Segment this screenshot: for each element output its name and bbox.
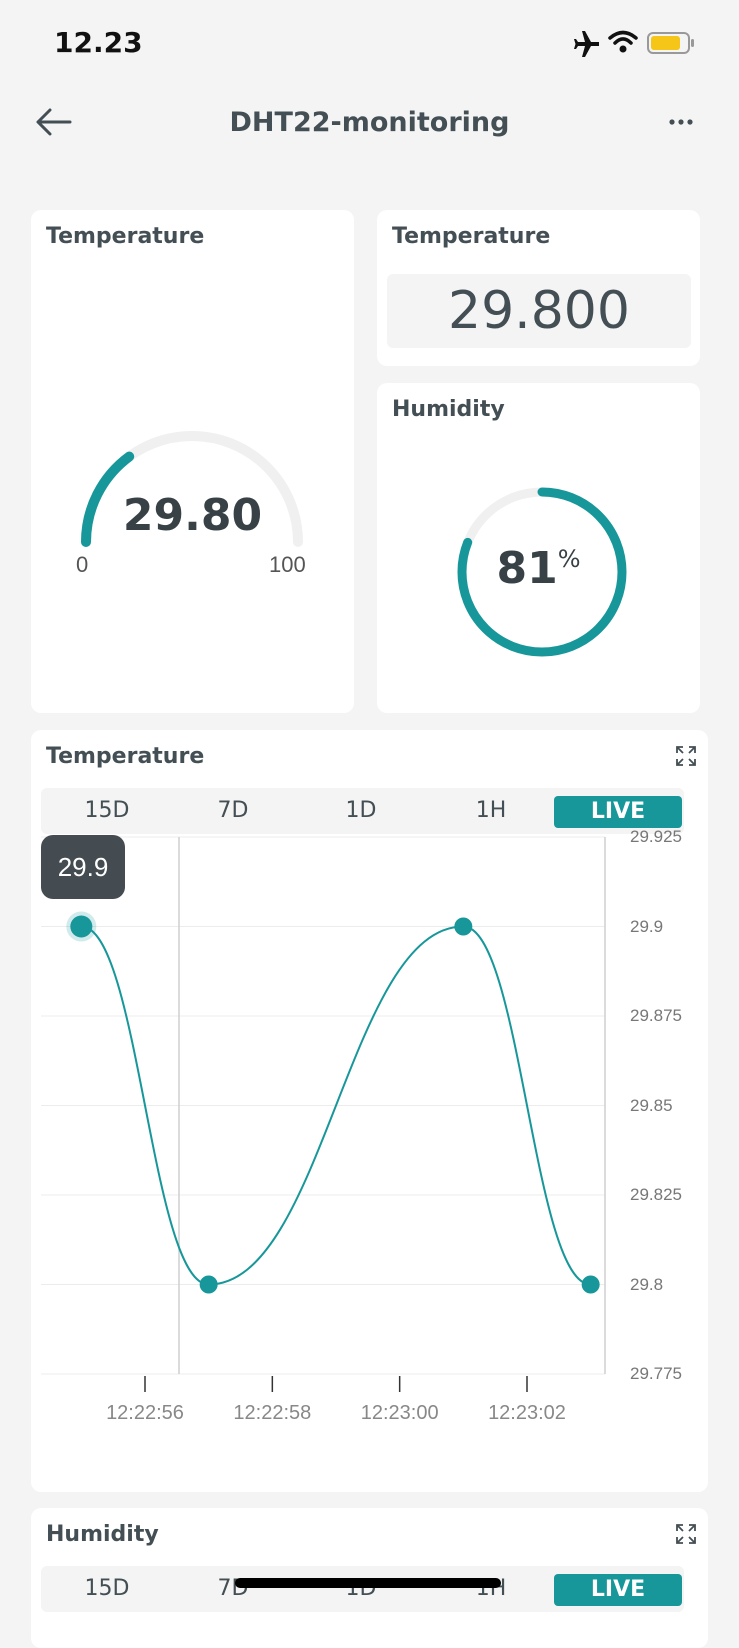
y-tick-label: 29.825: [630, 1185, 682, 1204]
airplane-mode-icon: [574, 31, 599, 57]
x-tick-label: 12:22:58: [233, 1402, 312, 1424]
humidity-ring: [457, 487, 627, 657]
temperature-gauge: [81, 431, 303, 547]
series-line: [81, 925, 591, 1286]
time-range-tabs: 15D 7D 1D 1H LIVE: [41, 1566, 684, 1612]
temperature-value-card: Temperature 29.800: [377, 210, 700, 366]
expand-icon[interactable]: [674, 744, 698, 768]
wifi-icon: [608, 30, 638, 53]
card-title: Temperature: [392, 224, 551, 249]
expand-icon[interactable]: [674, 1522, 698, 1546]
data-point: [581, 1275, 600, 1294]
card-title: Temperature: [46, 744, 205, 769]
card-title: Humidity: [392, 397, 505, 422]
home-indicator: [235, 1578, 501, 1588]
temperature-chart-card: Temperature 15D 7D 1D 1H LIVE: [31, 730, 708, 1492]
y-tick-label: 29.9: [630, 916, 664, 936]
humidity-card: Humidity 81%: [377, 383, 700, 713]
tab-7d[interactable]: 7D: [217, 798, 249, 823]
humidity-value: 81%: [377, 543, 700, 594]
x-tick-label: 12:22:56: [106, 1402, 184, 1424]
y-tick-label: 29.85: [630, 1095, 673, 1115]
tab-15d[interactable]: 15D: [84, 798, 130, 823]
humidity-unit: %: [557, 545, 581, 573]
y-tick-label: 29.775: [630, 1364, 682, 1383]
tab-1d[interactable]: 1D: [345, 798, 377, 823]
page-title: DHT22-monitoring: [229, 107, 510, 138]
more-options-button[interactable]: [668, 116, 696, 128]
status-time: 12.23: [54, 26, 143, 59]
card-title: Temperature: [46, 224, 205, 249]
tab-live[interactable]: LIVE: [554, 796, 682, 828]
y-tick-label: 29.925: [630, 827, 682, 846]
y-tick-label: 29.875: [630, 1006, 682, 1025]
tab-1d[interactable]: 1D: [345, 1576, 377, 1601]
data-point: [70, 915, 93, 938]
tab-live[interactable]: LIVE: [554, 1574, 682, 1606]
x-tick-label: 12:23:02: [488, 1402, 566, 1424]
x-tick-label: 12:23:00: [360, 1402, 439, 1424]
battery-icon: [647, 32, 694, 54]
humidity-number: 81: [496, 543, 558, 594]
card-title: Humidity: [46, 1522, 159, 1547]
gauge-value: 29.80: [122, 490, 263, 541]
tab-15d[interactable]: 15D: [84, 1576, 130, 1601]
tab-1h[interactable]: 1H: [475, 798, 507, 823]
tab-7d[interactable]: 7D: [217, 1576, 249, 1601]
data-point: [199, 1275, 218, 1294]
data-point: [454, 917, 473, 936]
back-button[interactable]: [34, 106, 74, 138]
time-range-tabs: 15D 7D 1D 1H LIVE: [41, 788, 684, 834]
y-tick-label: 29.8: [630, 1274, 664, 1294]
temperature-gauge-card: Temperature 29.80 0 100: [31, 210, 354, 713]
temperature-line-chart[interactable]: [0, 0, 739, 1500]
tab-1h[interactable]: 1H: [475, 1576, 507, 1601]
gauge-max-label: 100: [269, 552, 306, 577]
temperature-value: 29.800: [387, 274, 691, 348]
gauge-min-label: 0: [76, 552, 89, 577]
chart-tooltip: 29.9: [41, 835, 125, 899]
